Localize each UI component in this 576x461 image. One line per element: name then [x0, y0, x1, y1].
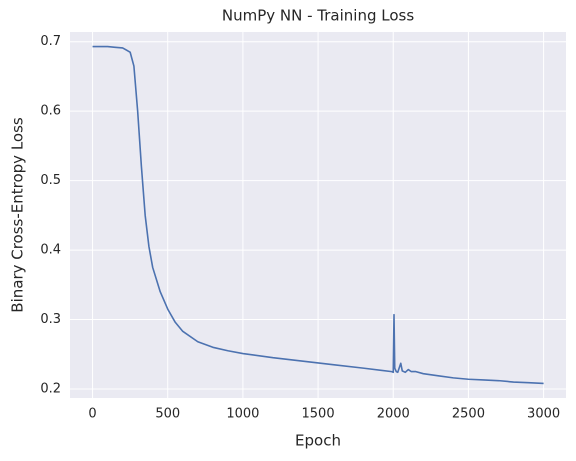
y-tick-label: 0.7	[40, 34, 61, 49]
x-tick-label: 2000	[377, 407, 410, 422]
y-axis-label: Binary Cross-Entropy Loss	[9, 117, 27, 313]
y-tick-label: 0.4	[40, 243, 61, 258]
x-tick-label: 500	[155, 407, 180, 422]
x-tick-label: 2500	[452, 407, 485, 422]
y-tick-label: 0.2	[40, 381, 61, 396]
line-series	[92, 45, 544, 385]
x-tick-label: 3000	[527, 407, 560, 422]
x-axis-label: Epoch	[295, 432, 341, 450]
x-tick-label: 1000	[226, 407, 259, 422]
y-tick-label: 0.5	[40, 173, 61, 188]
y-tick-label: 0.6	[40, 104, 61, 119]
x-tick-label: 0	[88, 407, 96, 422]
y-tick-label: 0.3	[40, 312, 61, 327]
x-tick-label: 1500	[302, 407, 335, 422]
chart-title: NumPy NN - Training Loss	[222, 7, 414, 25]
